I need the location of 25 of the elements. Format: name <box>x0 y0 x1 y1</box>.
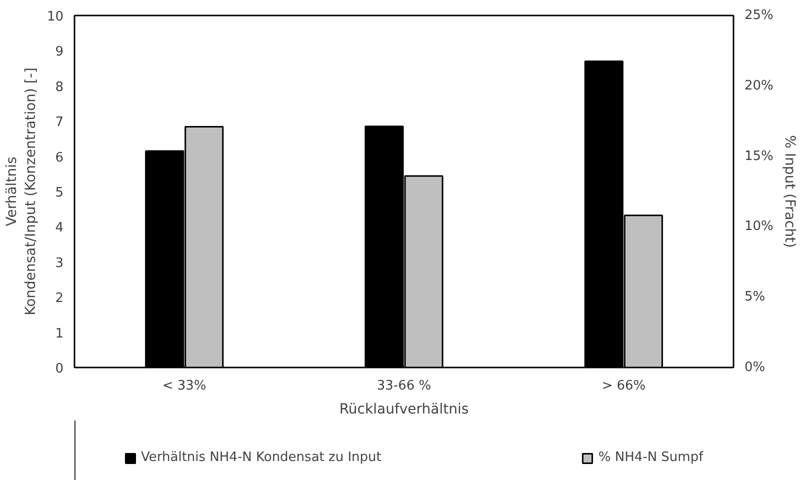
legend-label: % NH4-N Sumpf <box>598 450 704 465</box>
y-axis-title: Verhältnis Kondensat/Input (Konzentration) [-] <box>4 68 39 316</box>
x-axis-title: Rücklaufverhältnis <box>339 402 469 418</box>
y2-tick-label: 25% <box>744 8 774 23</box>
y-tick-label: 0 <box>55 362 64 376</box>
y-tick-label: 10 <box>46 10 64 24</box>
x-tick-label: > 66% <box>602 378 646 394</box>
y-tick-label: 7 <box>55 115 64 130</box>
legend-label: Verhältnis NH4-N Kondensat zu Input <box>141 450 382 465</box>
y2-tick-label: 10% <box>744 219 774 234</box>
y-tick-label: 1 <box>55 326 64 342</box>
x-tick-label: 33-66 % <box>376 378 432 394</box>
y2-tick-label: 0% <box>744 360 766 375</box>
x-tick-label: < 33% <box>162 378 206 394</box>
y2-tick-label: 20% <box>744 78 774 94</box>
y2-tick-label: 15% <box>744 148 774 164</box>
y2-tick-label: 5% <box>744 290 766 305</box>
y-tick-label: 8 <box>55 80 64 95</box>
y2-axis-title: % Input (Fracht) <box>781 135 798 248</box>
y-tick-label: 5 <box>55 186 64 200</box>
y-tick-label: 2 <box>55 291 64 306</box>
y-tick-label: 3 <box>55 256 64 271</box>
y-tick-label: 4 <box>55 220 64 236</box>
y-tick-label: 6 <box>55 150 64 166</box>
y-tick-label: 9 <box>55 44 64 60</box>
